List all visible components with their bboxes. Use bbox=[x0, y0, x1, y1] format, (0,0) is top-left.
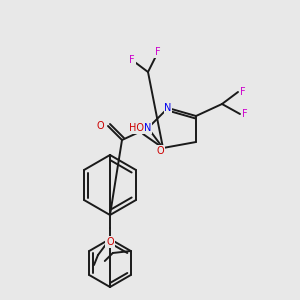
Text: O: O bbox=[96, 121, 104, 131]
Text: N: N bbox=[164, 103, 172, 113]
Text: F: F bbox=[242, 109, 248, 119]
Text: N: N bbox=[144, 123, 152, 133]
Text: O: O bbox=[106, 237, 114, 247]
Text: F: F bbox=[155, 47, 161, 57]
Text: F: F bbox=[240, 87, 246, 97]
Text: F: F bbox=[129, 55, 135, 65]
Text: HO: HO bbox=[130, 123, 145, 133]
Text: O: O bbox=[156, 146, 164, 156]
